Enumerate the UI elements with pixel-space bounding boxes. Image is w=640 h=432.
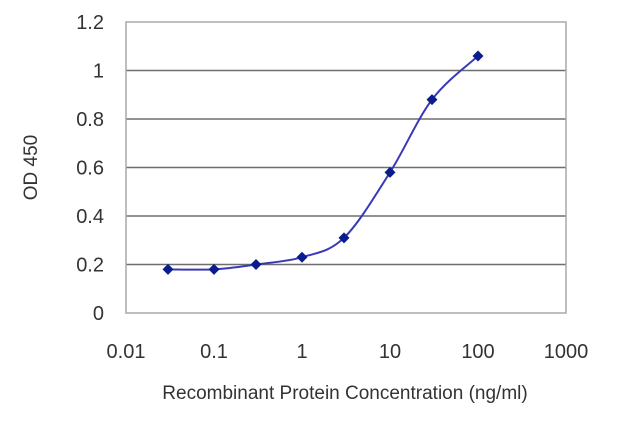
- data-marker: [162, 263, 174, 275]
- y-tick-label: 0.8: [76, 109, 104, 131]
- y-tick-labels: 0 0.2 0.4 0.6 0.8 1 1.2: [76, 12, 104, 325]
- data-marker: [472, 50, 484, 62]
- data-marker: [426, 94, 438, 106]
- x-tick-label: 0.1: [200, 341, 228, 363]
- x-tick-label: 10: [379, 341, 401, 363]
- plot-frame: [125, 21, 567, 314]
- data-marker: [338, 232, 350, 244]
- y-tick-label: 0: [93, 303, 104, 325]
- grid-lines: [126, 69, 566, 266]
- data-marker: [384, 166, 396, 178]
- x-tick-label: 1: [296, 341, 307, 363]
- y-tick-label: 0.4: [76, 206, 104, 228]
- y-tick-label: 0.6: [76, 158, 104, 180]
- y-tick-label: 0.2: [76, 255, 104, 277]
- x-tick-label: 0.01: [107, 341, 146, 363]
- data-marker: [296, 251, 308, 263]
- y-axis-title: OD 450: [21, 135, 42, 200]
- x-tick-label: 1000: [544, 341, 589, 363]
- data-markers: [162, 50, 484, 275]
- x-tick-labels: 0.01 0.1 1 10 100 1000: [107, 341, 589, 363]
- x-axis-title: Recombinant Protein Concentration (ng/ml…: [162, 383, 527, 404]
- x-tick-label: 100: [461, 341, 494, 363]
- data-marker: [208, 263, 220, 275]
- y-tick-label: 1.2: [76, 12, 104, 34]
- y-tick-label: 1: [93, 61, 104, 83]
- data-marker: [250, 259, 262, 270]
